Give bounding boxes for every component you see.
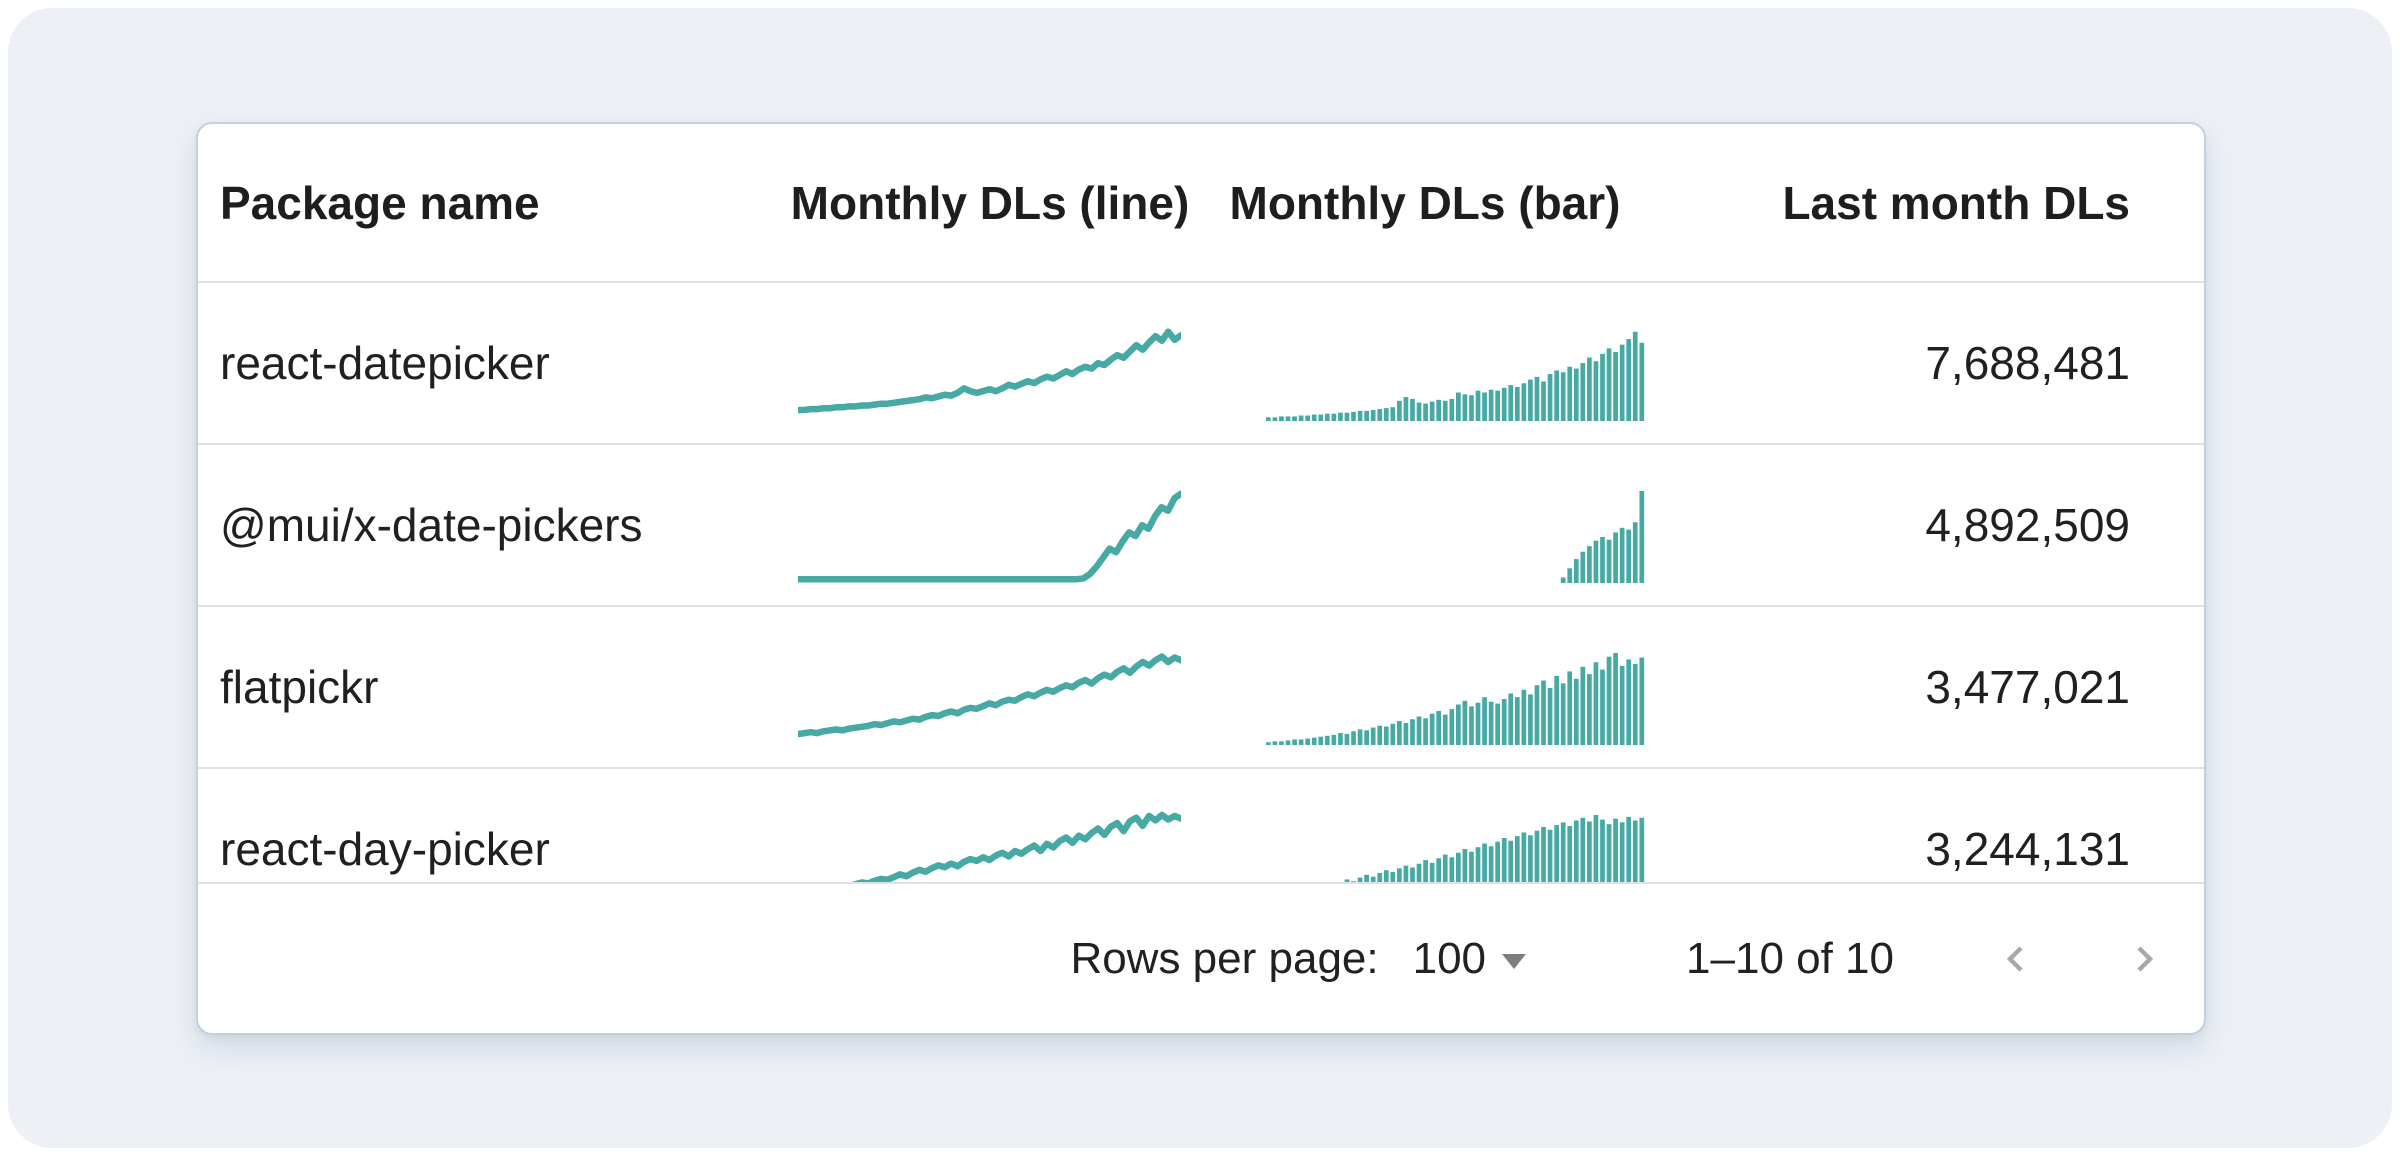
last-month-dls-cell: 3,477,021	[1925, 661, 2130, 713]
monthly-dls-bar-cell	[1190, 607, 1660, 767]
monthly-dls-bar-cell	[1190, 445, 1660, 605]
rows-per-page-label: Rows per page:	[1070, 933, 1379, 983]
previous-page-button[interactable]	[1998, 940, 2036, 978]
next-page-button[interactable]	[2124, 940, 2162, 978]
monthly-dls-bar-cell	[1190, 283, 1660, 443]
table-row[interactable]: react-datepicker 7,688,481	[198, 283, 2204, 445]
table-row[interactable]: react-day-picker 3,244,131	[198, 769, 2204, 882]
package-name-cell: flatpickr	[220, 661, 379, 713]
package-name-cell: react-datepicker	[220, 337, 550, 389]
monthly-dls-line-cell	[790, 445, 1190, 605]
rows-per-page-select[interactable]: 100	[1412, 933, 1527, 984]
last-month-dls-cell: 7,688,481	[1925, 337, 2130, 389]
chevron-left-icon	[2006, 945, 2023, 972]
package-name-cell: @mui/x-date-pickers	[220, 499, 643, 551]
monthly-dls-bar-cell	[1190, 769, 1660, 882]
chevron-right-icon	[2137, 945, 2154, 972]
table-row[interactable]: @mui/x-date-pickers 4,892,509	[198, 445, 2204, 607]
bar-sparkline-chart	[1560, 491, 1645, 583]
column-header-monthly-dls-bar[interactable]: Monthly DLs (bar)	[1229, 176, 1621, 229]
table-footer-pagination: Rows per page: 100 1–10 of 10	[198, 882, 2204, 1033]
bar-sparkline-chart	[1266, 653, 1645, 745]
column-header-last-month-dls[interactable]: Last month DLs	[1782, 176, 2130, 229]
package-name-cell: react-day-picker	[220, 823, 550, 875]
rows-per-page-value: 100	[1412, 933, 1487, 983]
page-background: Package name Monthly DLs (line) Monthly …	[8, 8, 2392, 1148]
line-sparkline-chart	[798, 653, 1181, 738]
line-sparkline-chart	[851, 811, 1181, 882]
line-sparkline-chart	[798, 328, 1181, 414]
column-header-package-name[interactable]: Package name	[220, 176, 540, 229]
table-header-row: Package name Monthly DLs (line) Monthly …	[198, 124, 2204, 283]
column-header-monthly-dls-line[interactable]: Monthly DLs (line)	[790, 176, 1190, 229]
last-month-dls-cell: 4,892,509	[1925, 499, 2130, 551]
table-body: react-datepicker 7,688,481 @mui/x-date-pic…	[198, 283, 2204, 882]
bar-sparkline-chart	[1344, 815, 1645, 882]
monthly-dls-line-cell	[790, 283, 1190, 443]
table-row[interactable]: flatpickr 3,477,021	[198, 607, 2204, 769]
last-month-dls-cell: 3,244,131	[1925, 823, 2130, 875]
monthly-dls-line-cell	[790, 607, 1190, 767]
monthly-dls-line-cell	[790, 769, 1190, 882]
bar-sparkline-chart	[1266, 331, 1645, 421]
packages-table-card: Package name Monthly DLs (line) Monthly …	[196, 122, 2206, 1035]
line-sparkline-chart	[798, 490, 1181, 583]
dropdown-arrow-icon	[1502, 954, 1527, 969]
pagination-range-label: 1–10 of 10	[1686, 933, 1894, 983]
